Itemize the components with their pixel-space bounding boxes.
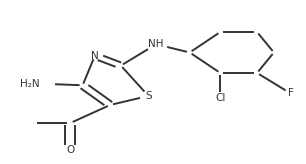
Text: S: S	[145, 91, 152, 101]
Text: Cl: Cl	[215, 93, 226, 103]
Text: NH: NH	[148, 39, 164, 49]
Text: N: N	[91, 51, 99, 61]
Text: H₂N: H₂N	[20, 79, 40, 89]
Text: O: O	[66, 145, 74, 155]
Text: F: F	[288, 89, 294, 98]
